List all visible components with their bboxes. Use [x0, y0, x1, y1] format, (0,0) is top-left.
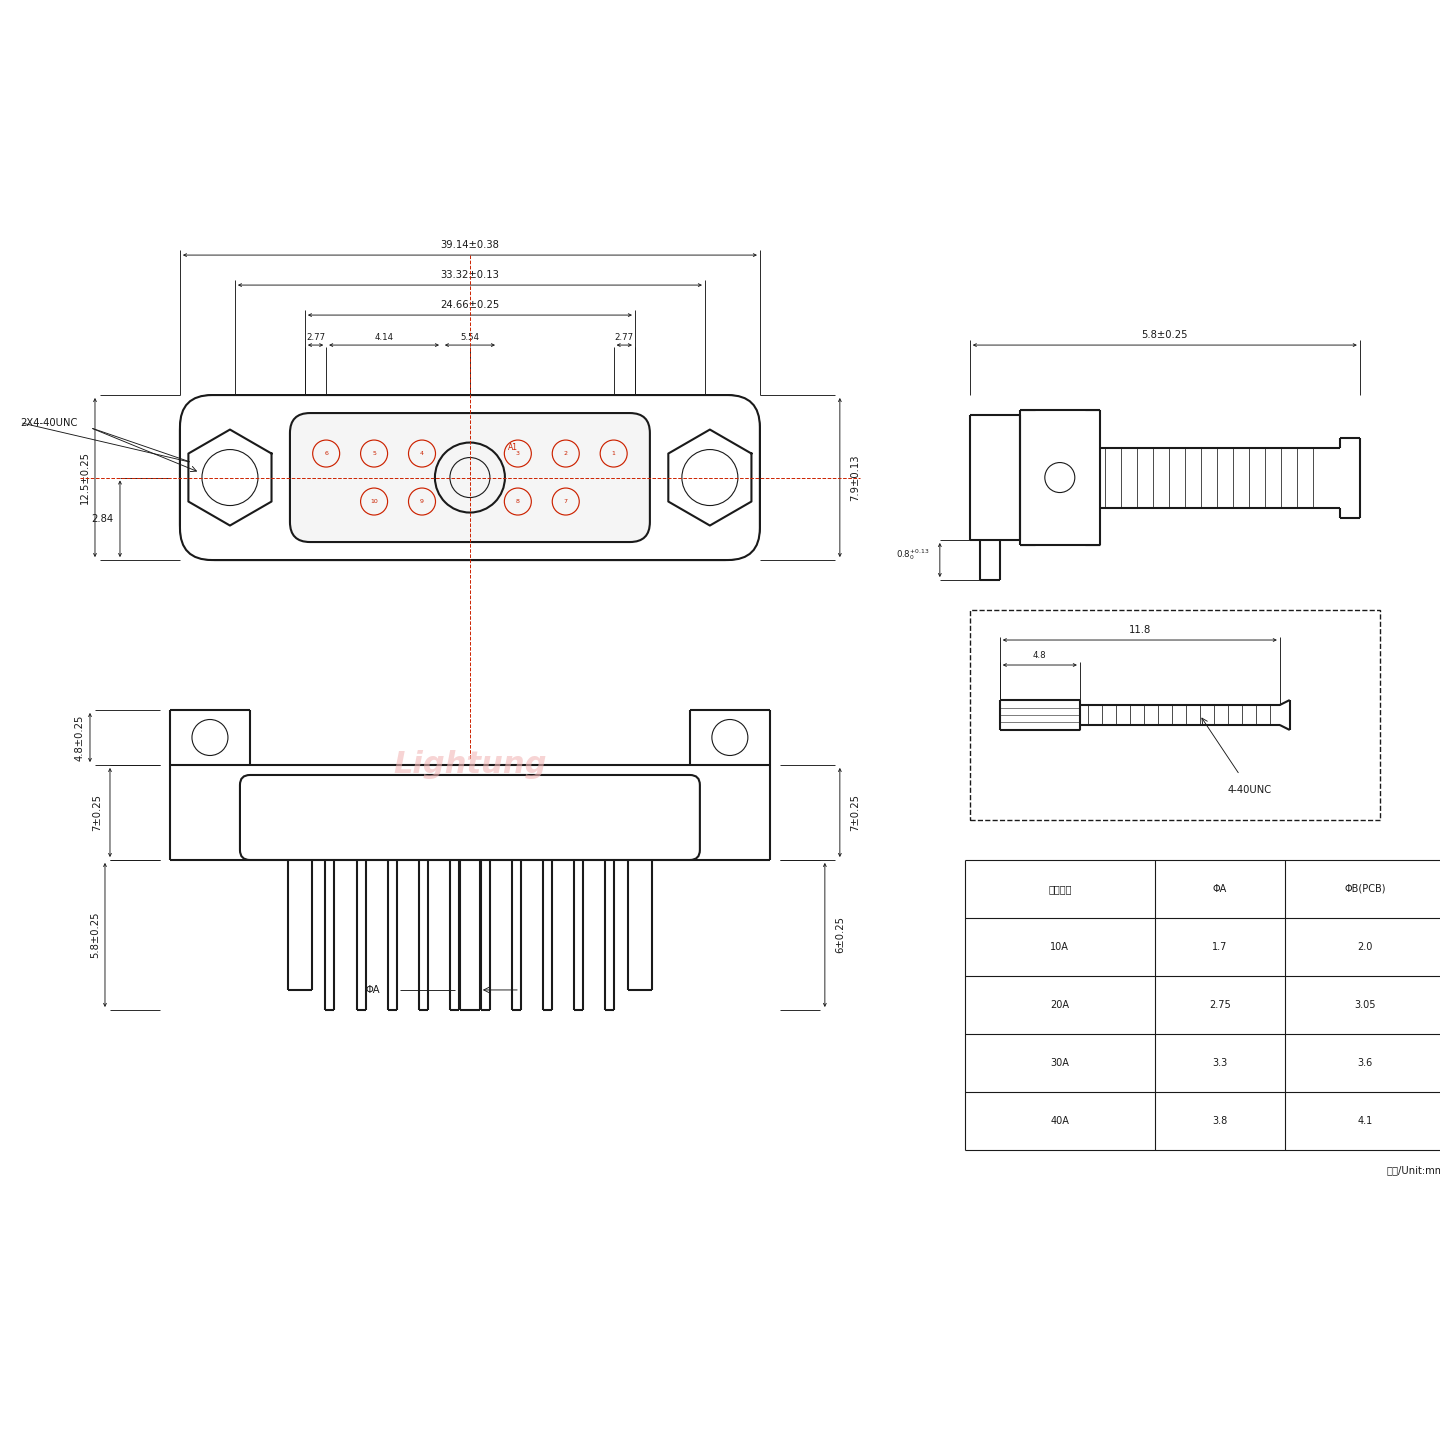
Text: 2.0: 2.0 [1356, 942, 1372, 952]
Text: 2: 2 [563, 451, 567, 456]
FancyBboxPatch shape [969, 611, 1380, 819]
Text: 10A: 10A [1050, 942, 1070, 952]
Text: 2.75: 2.75 [1210, 999, 1231, 1009]
Text: 7.9±0.13: 7.9±0.13 [850, 454, 860, 501]
Text: 3.3: 3.3 [1212, 1058, 1227, 1068]
Text: 33.32±0.13: 33.32±0.13 [441, 271, 500, 279]
Text: 6: 6 [324, 451, 328, 456]
Text: 5.8±0.25: 5.8±0.25 [89, 912, 99, 958]
Text: 4.8±0.25: 4.8±0.25 [75, 714, 85, 760]
Text: 0.8$^{+0.13}_{0}$: 0.8$^{+0.13}_{0}$ [896, 547, 930, 563]
Text: 4.14: 4.14 [374, 333, 393, 341]
Text: 6±0.25: 6±0.25 [835, 916, 845, 953]
Text: 39.14±0.38: 39.14±0.38 [441, 240, 500, 251]
Text: 8: 8 [516, 500, 520, 504]
Text: 10: 10 [370, 500, 377, 504]
Text: 7: 7 [563, 500, 567, 504]
Text: 1.7: 1.7 [1212, 942, 1227, 952]
Text: Lightung: Lightung [393, 750, 547, 779]
Text: 5.54: 5.54 [461, 333, 480, 341]
Text: 2.84: 2.84 [91, 514, 112, 524]
Text: 2.77: 2.77 [615, 333, 634, 341]
Text: 40A: 40A [1050, 1116, 1070, 1126]
Text: 3.05: 3.05 [1354, 999, 1375, 1009]
Text: A1: A1 [508, 444, 518, 452]
Text: 2X4-40UNC: 2X4-40UNC [20, 418, 78, 428]
Text: 11.8: 11.8 [1129, 625, 1151, 635]
FancyBboxPatch shape [180, 395, 760, 560]
Text: 20A: 20A [1050, 999, 1070, 1009]
Text: 单位/Unit:mm: 单位/Unit:mm [1387, 1165, 1440, 1175]
Text: 额定电流: 额定电流 [1048, 884, 1071, 894]
FancyBboxPatch shape [180, 395, 760, 560]
FancyBboxPatch shape [289, 413, 649, 541]
Text: 4-40UNC: 4-40UNC [1228, 785, 1272, 795]
Text: 2.77: 2.77 [305, 333, 325, 341]
Text: 4.8: 4.8 [1032, 651, 1047, 660]
Text: 3.8: 3.8 [1212, 1116, 1227, 1126]
Text: 5: 5 [372, 451, 376, 456]
Text: 1: 1 [612, 451, 616, 456]
Text: 7±0.25: 7±0.25 [92, 793, 102, 831]
FancyBboxPatch shape [240, 775, 700, 860]
Text: 9: 9 [420, 500, 423, 504]
Text: 5.8±0.25: 5.8±0.25 [1142, 330, 1188, 340]
Text: 12.5±0.25: 12.5±0.25 [81, 451, 89, 504]
Text: ΦA: ΦA [1212, 884, 1227, 894]
Text: ΦA: ΦA [366, 985, 380, 995]
Text: 4.1: 4.1 [1356, 1116, 1372, 1126]
Text: 3: 3 [516, 451, 520, 456]
Text: 3.6: 3.6 [1356, 1058, 1372, 1068]
Text: 7±0.25: 7±0.25 [850, 793, 860, 831]
Text: 24.66±0.25: 24.66±0.25 [441, 300, 500, 310]
Text: 4: 4 [420, 451, 423, 456]
Text: ΦB(PCB): ΦB(PCB) [1344, 884, 1385, 894]
Text: 30A: 30A [1050, 1058, 1070, 1068]
